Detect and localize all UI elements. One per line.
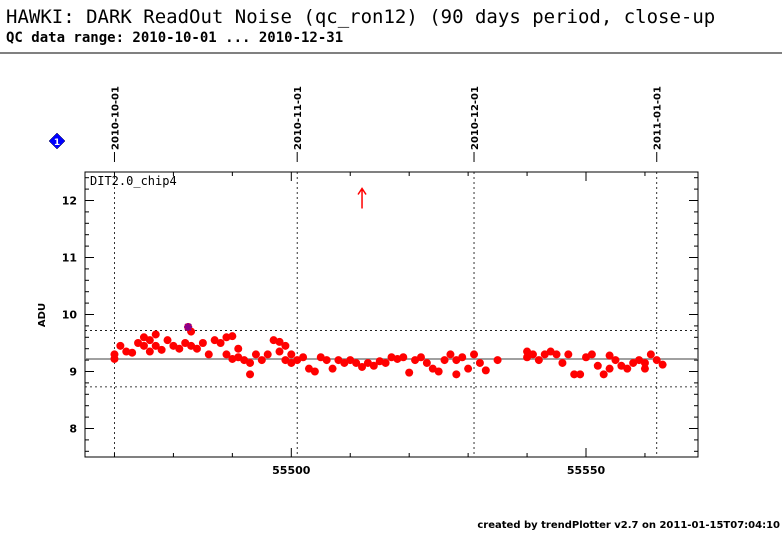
y-tick-label: 8 <box>69 423 77 436</box>
data-point <box>658 360 667 369</box>
data-point <box>493 356 502 365</box>
data-point <box>322 356 331 365</box>
date-marker-label: 2011-01-01 <box>653 86 664 150</box>
data-point <box>599 370 608 379</box>
data-point <box>299 353 308 362</box>
data-point <box>234 344 243 353</box>
data-point <box>246 358 255 367</box>
data-point <box>228 332 237 341</box>
data-point <box>145 347 154 356</box>
data-point <box>446 350 455 359</box>
data-point <box>151 330 160 339</box>
data-point <box>198 339 207 347</box>
data-point <box>139 341 148 350</box>
data-point <box>405 368 414 377</box>
data-point <box>593 361 602 370</box>
data-point <box>611 356 620 365</box>
data-point <box>422 358 431 367</box>
info-diamond-label: 1 <box>54 138 60 148</box>
y-axis-label: ADU <box>37 303 48 327</box>
data-point <box>369 361 378 370</box>
data-point <box>328 364 337 373</box>
data-point <box>275 347 284 356</box>
date-marker-label: 2010-10-01 <box>110 86 121 150</box>
data-point <box>646 350 655 359</box>
data-point <box>652 356 661 365</box>
data-point <box>381 358 390 367</box>
panel-label: DIT2.0_chip4 <box>90 174 177 188</box>
data-point <box>481 366 490 375</box>
axis-ticks: 8 9 10 11 12 55500 55550 <box>62 172 698 477</box>
data-point <box>251 350 260 359</box>
data-point <box>587 350 596 359</box>
data-point <box>640 364 649 373</box>
data-point <box>358 362 367 371</box>
data-point <box>434 367 443 376</box>
y-tick-label: 10 <box>62 309 78 322</box>
data-point <box>576 370 585 379</box>
data-point <box>470 350 479 359</box>
data-point <box>440 356 449 365</box>
data-point <box>157 345 166 354</box>
page-title: HAWKI: DARK ReadOut Noise (qc_ron12) (90… <box>6 6 716 28</box>
special-markers <box>184 187 367 332</box>
data-point <box>605 364 614 373</box>
data-point <box>605 351 614 360</box>
data-point <box>570 370 579 379</box>
data-point <box>151 341 160 350</box>
data-point <box>458 353 467 362</box>
data-point <box>352 358 361 367</box>
data-point <box>222 350 231 359</box>
x-tick-label: 55500 <box>272 464 311 477</box>
data-point <box>263 350 272 359</box>
data-point <box>475 358 484 367</box>
y-tick-label: 12 <box>62 195 77 208</box>
info-diamond-icon[interactable]: 1 <box>48 132 66 150</box>
out-of-range-arrow-icon <box>357 187 367 209</box>
data-point <box>216 339 225 347</box>
data-point <box>246 370 255 379</box>
data-point <box>623 364 632 373</box>
data-point <box>310 367 319 376</box>
highlighted-star-icon <box>184 323 193 332</box>
data-point <box>145 336 154 345</box>
data-point <box>281 341 290 350</box>
data-point <box>204 350 213 359</box>
date-markers: 2010-10-01 2010-11-01 2010-12-01 2011-01-01 <box>110 86 664 457</box>
data-point <box>287 350 296 359</box>
data-points <box>110 327 667 379</box>
page-subtitle: QC data range: 2010-10-01 ... 2010-12-31 <box>6 30 344 46</box>
data-point <box>163 336 172 345</box>
x-tick-label: 55550 <box>567 464 606 477</box>
data-point <box>552 350 561 359</box>
data-point <box>257 356 266 365</box>
data-point <box>116 341 125 350</box>
date-marker-label: 2010-12-01 <box>470 86 481 150</box>
data-point <box>416 353 425 362</box>
data-point <box>175 344 184 353</box>
y-tick-label: 9 <box>69 366 77 379</box>
footer-credit: created by trendPlotter v2.7 on 2011-01-… <box>477 520 780 531</box>
data-point <box>534 356 543 365</box>
data-point <box>399 353 408 362</box>
plot-area <box>84 171 699 458</box>
data-point <box>110 354 119 363</box>
data-point <box>464 364 473 373</box>
data-point <box>640 358 649 367</box>
data-point <box>528 350 537 359</box>
data-point <box>275 337 284 346</box>
data-point <box>128 348 137 357</box>
y-tick-label: 11 <box>62 252 77 265</box>
plot-border <box>84 171 699 458</box>
date-marker-label: 2010-11-01 <box>293 86 304 150</box>
data-point <box>452 370 461 379</box>
data-point <box>192 344 201 353</box>
data-point <box>564 350 573 359</box>
data-point <box>558 358 567 367</box>
